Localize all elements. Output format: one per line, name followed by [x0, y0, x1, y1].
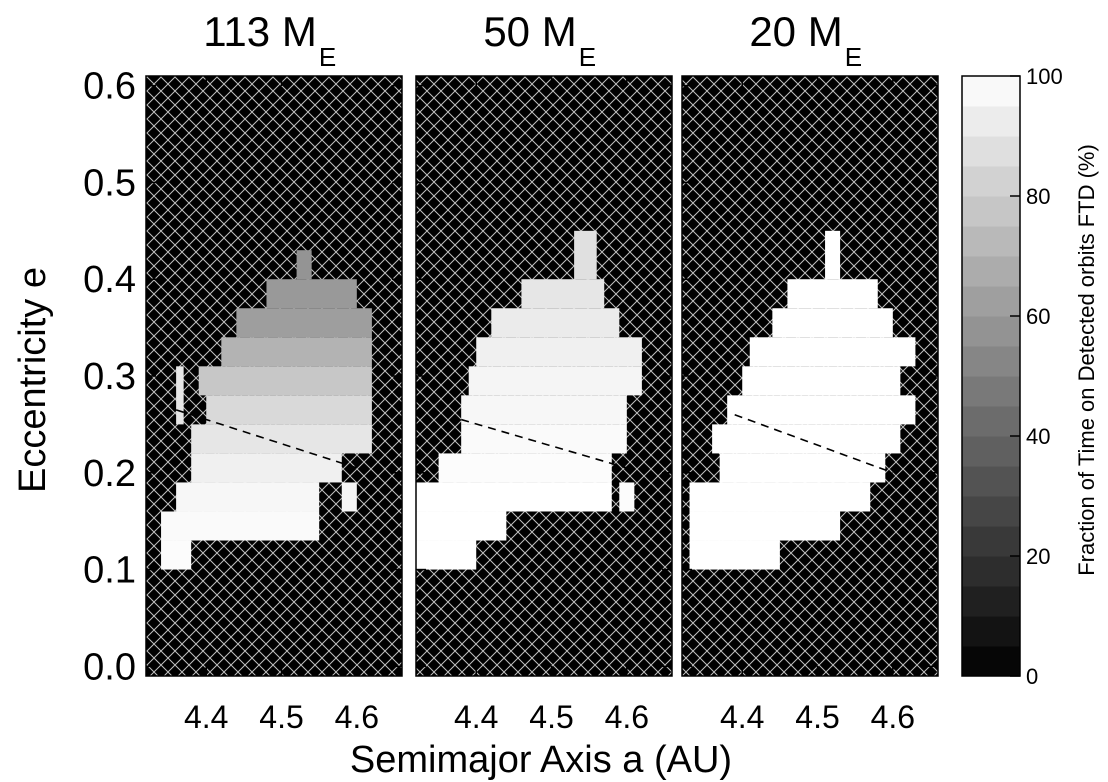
heatmap-cell — [689, 482, 871, 512]
colorbar-tick-label: 20 — [1026, 544, 1050, 569]
heatmap-cell — [727, 395, 916, 425]
heatmap-cell — [191, 453, 342, 483]
colorbar-segment — [962, 196, 1020, 227]
heatmap-cell — [521, 279, 605, 309]
heatmap-cell — [787, 279, 878, 309]
panel-2: 4.4 4.5 4.6 50 ME — [415, 8, 673, 735]
panel-title-subscript: E — [845, 42, 862, 72]
heatmap-cell — [772, 308, 893, 338]
panel-title: 113 M — [203, 8, 317, 55]
heatmap-cell — [161, 511, 320, 541]
heatmap-cell — [221, 337, 372, 367]
heatmap-cell — [574, 230, 597, 280]
colorbar-segment — [962, 256, 1020, 287]
colorbar-tick-label: 0 — [1026, 664, 1038, 689]
heatmap-cell — [491, 308, 620, 338]
heatmap-cell — [416, 482, 612, 512]
heatmap-cell — [461, 424, 627, 454]
colorbar-segment — [962, 136, 1020, 167]
heatmap-cell — [742, 366, 901, 396]
dashed-line — [175, 409, 358, 469]
heatmap-cell — [619, 482, 635, 512]
heatmap-cell — [476, 337, 642, 367]
panel-title: 20 M — [749, 8, 842, 55]
colorbar-segment — [962, 286, 1020, 317]
y-tick-label: 0.4 — [83, 259, 136, 301]
y-tick-label: 0.3 — [83, 356, 136, 398]
colorbar-tick-label: 80 — [1026, 184, 1050, 209]
heatmap-cell — [198, 366, 372, 396]
x-tick-label: 4.5 — [795, 699, 839, 735]
heatmap-cell — [825, 230, 841, 280]
colorbar-segment — [962, 586, 1020, 617]
heatmap-cell — [161, 540, 192, 570]
colorbar-segment — [962, 436, 1020, 467]
colorbar-segment — [962, 226, 1020, 257]
heatmap-cell — [416, 540, 477, 570]
colorbar: 0 20 40 60 80 100 — [961, 64, 1063, 689]
colorbar-segment — [962, 646, 1020, 677]
x-tick-label: 4.6 — [871, 699, 915, 735]
x-tick-label: 4.5 — [259, 699, 303, 735]
colorbar-segment — [962, 166, 1020, 197]
heatmap-cell — [712, 424, 901, 454]
panel-title: 50 M — [483, 8, 576, 55]
colorbar-tick-label: 100 — [1026, 64, 1063, 89]
dashed-line — [734, 413, 894, 474]
heatmap-cell — [341, 482, 357, 512]
heatmap-cell — [416, 511, 507, 541]
y-tick-label: 0.2 — [83, 453, 136, 495]
heatmap-cell — [461, 395, 627, 425]
x-axis-label: Semimajor Axis a (AU) — [350, 739, 732, 781]
x-tick-label: 4.5 — [529, 699, 573, 735]
heatmap-cell — [468, 366, 642, 396]
panel-1: 4.4 4.5 4.6 0.0 0.1 0.2 0.3 0.4 0.5 0.6 113 ME — [83, 8, 403, 735]
colorbar-segment — [962, 496, 1020, 527]
colorbar-segment — [962, 556, 1020, 587]
heatmap-cell — [236, 308, 372, 338]
colorbar-tick-label: 60 — [1026, 304, 1050, 329]
colorbar-frame — [961, 75, 1021, 677]
heatmap-cell — [749, 337, 916, 367]
heatmap-cell — [176, 482, 320, 512]
colorbar-label: Fraction of Time on Detected orbits FTD … — [1074, 144, 1099, 576]
heatmap-cell — [191, 424, 372, 454]
heatmap-cell — [438, 453, 612, 483]
x-tick-label: 4.4 — [454, 699, 498, 735]
panel-title-subscript: E — [319, 42, 336, 72]
colorbar-segment — [962, 406, 1020, 437]
colorbar-segment — [962, 346, 1020, 377]
heatmap-cell — [206, 395, 372, 425]
colorbar-segment — [962, 616, 1020, 647]
x-tick-label: 4.6 — [605, 699, 649, 735]
colorbar-segment — [962, 76, 1020, 107]
panel-title-subscript: E — [579, 42, 596, 72]
colorbar-segment — [962, 106, 1020, 137]
heatmap-cell — [296, 250, 312, 280]
heatmap-cell — [176, 366, 184, 425]
heatmap-cell — [719, 453, 886, 483]
y-tick-label: 0.5 — [83, 162, 136, 204]
y-tick-label: 0.0 — [83, 646, 136, 688]
dashed-line — [460, 418, 628, 469]
x-tick-label: 4.4 — [720, 699, 764, 735]
heatmap-cell — [266, 279, 357, 309]
colorbar-segment — [962, 466, 1020, 497]
colorbar-segment — [962, 376, 1020, 407]
y-axis-label: Eccentricity e — [12, 267, 54, 493]
heatmap-cell — [689, 540, 780, 570]
colorbar-tick-label: 40 — [1026, 424, 1050, 449]
x-tick-label: 4.4 — [184, 699, 228, 735]
y-tick-label: 0.1 — [83, 550, 136, 592]
panel-3: 4.4 4.5 4.6 20 ME — [681, 8, 939, 735]
colorbar-segment — [962, 526, 1020, 557]
colorbar-segment — [962, 316, 1020, 347]
heatmap-cell — [689, 511, 841, 541]
y-tick-label: 0.6 — [83, 66, 136, 108]
x-tick-label: 4.6 — [335, 699, 379, 735]
